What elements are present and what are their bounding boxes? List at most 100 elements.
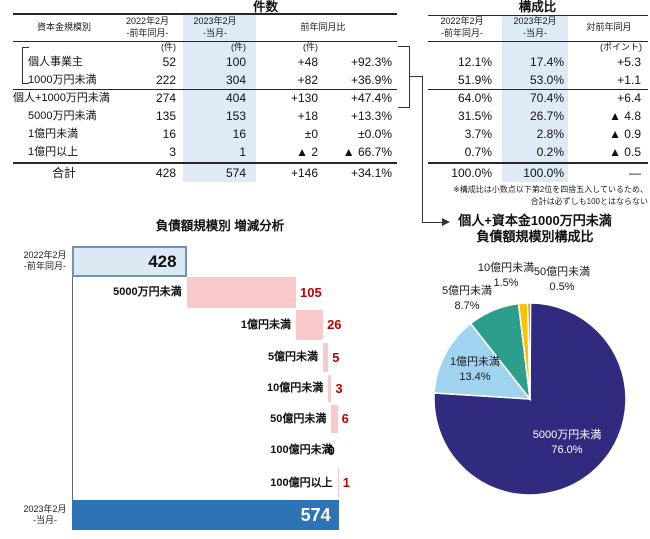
total-prev-month: 428 [155, 166, 176, 180]
waterfall-category-label: 5億円未満 [267, 351, 319, 363]
cell-yoy-diff: ±0 [304, 127, 318, 141]
connector-vertical [421, 75, 423, 223]
waterfall-step-value: 6 [341, 411, 349, 426]
ratio-header-curr: 2023年2月 -当月- [502, 15, 568, 39]
pie-title-line2: 負債額規模別構成比 [476, 229, 594, 244]
cell-prev-month: 222 [155, 73, 176, 87]
cell-yoy-pct: ±0.0% [358, 127, 392, 141]
waterfall-start-axis-label: 2022年2月 -前年同月- [15, 250, 75, 272]
cell-current-month: 153 [225, 109, 246, 123]
ratio-yoy-points: ▲ 0.9 [609, 127, 641, 141]
cell-current-month: 304 [225, 73, 246, 87]
ratio-current-month: 70.4% [529, 91, 564, 105]
ratio-table-highlight-column [502, 15, 568, 182]
row-label: 1000万円未満 [28, 74, 97, 86]
cell-yoy-diff: ▲ 2 [296, 145, 318, 159]
ratio-yoy-points: +5.3 [617, 55, 641, 69]
ratio-yoy-points: +1.1 [617, 73, 641, 87]
pie-slice-pct: 1.5% [493, 277, 519, 289]
row-label: 5000万円未満 [28, 110, 97, 122]
row-label: 1億円以上 [28, 146, 79, 158]
ratio-prev-month: 51.9% [457, 73, 492, 87]
group-bracket-right [398, 46, 410, 108]
waterfall-end-label-line1: 2023年2月 [23, 504, 67, 514]
cases-unit-prev: (件) [161, 42, 176, 52]
group-bracket-left [22, 47, 29, 84]
pie-slice-4 [526, 302, 532, 400]
cases-header-curr: 2023年2月 -当月- [180, 15, 250, 39]
ratio-yoy-points: +6.4 [617, 91, 641, 105]
waterfall-end-label-line2: -当月- [33, 515, 57, 525]
cases-unit-diff: (件) [303, 42, 318, 52]
ratio-yoy-points: ▲ 0.5 [609, 145, 641, 159]
cases-header-diff: 前年同月比 [300, 22, 346, 32]
arrow-head-icon [442, 218, 450, 226]
waterfall-step-bar [295, 310, 324, 340]
cell-current-month: 1 [239, 145, 246, 159]
cell-yoy-pct: +92.3% [350, 55, 392, 69]
cases-table-highlight-column [183, 14, 256, 182]
waterfall-category-label: 1億円未満 [240, 319, 291, 331]
cell-yoy-pct: +47.4% [350, 91, 392, 105]
total-label: 合計 [51, 166, 76, 180]
cell-yoy-pct: +13.3% [350, 109, 392, 123]
ratio-header-prev-line2: -前年同月- [441, 28, 483, 38]
pie-slice-1 [433, 322, 532, 400]
pie-slice-name: 50億円未満 [533, 266, 591, 278]
ratio-footnote-line1: ※構成比は小数点以下第2位を四捨五入しているため、 [453, 185, 648, 194]
cases-header-label: 資本金規模別 [36, 22, 91, 32]
pie-slice-name: 5億円未満 [441, 285, 493, 297]
ratio-total-prev: 100.0% [451, 166, 492, 180]
ratio-yoy-points: ▲ 4.8 [609, 109, 641, 123]
pie-slice-pct: 76.0% [551, 444, 583, 456]
waterfall-end-axis-label: 2023年2月 -当月- [15, 504, 75, 526]
ratio-prev-month: 64.0% [457, 91, 492, 105]
row-label: 1億円未満 [28, 128, 79, 140]
ratio-current-month: 2.8% [536, 127, 564, 141]
ratio-total-current: 100.0% [523, 166, 564, 180]
cell-yoy-diff: +48 [297, 55, 318, 69]
cases-header-prev-line2: -前年同月- [126, 28, 169, 38]
ratio-table-title: 構成比 [518, 0, 557, 14]
ratio-unit-points: (ポイント) [600, 42, 642, 52]
waterfall-step-value: 0 [327, 443, 335, 458]
waterfall-step-value: 5 [332, 350, 340, 365]
pie-slice-name: 1億円未満 [449, 356, 501, 368]
ratio-header-diff: 対前年同月 [586, 22, 632, 32]
pie-slice-pct: 8.7% [454, 300, 480, 312]
cases-unit-curr: (件) [231, 42, 246, 52]
cell-yoy-diff: +18 [297, 109, 318, 123]
ratio-prev-month: 0.7% [464, 145, 492, 159]
ratio-header-prev: 2022年2月 -前年同月- [428, 15, 496, 39]
waterfall-category-label: 10億円未満 [267, 382, 324, 394]
waterfall-step-bar [331, 405, 338, 433]
waterfall-step-bar [323, 343, 329, 372]
total-yoy-pct: +34.1% [350, 166, 392, 180]
pie-title-line1: 個人+資本金1000万円未満 [458, 213, 612, 228]
waterfall-start-label-line2: -前年同月- [24, 261, 66, 271]
ratio-current-month: 53.0% [529, 73, 564, 87]
ratio-total-points: — [629, 166, 641, 180]
waterfall-category-label: 50億円未満 [270, 413, 327, 425]
waterfall-category-label: 100億円以上 [270, 477, 333, 489]
cases-table-total-rule [13, 161, 397, 164]
cell-yoy-diff: +82 [297, 73, 318, 87]
ratio-current-month: 26.7% [529, 109, 564, 123]
waterfall-end-bar: 574 [72, 500, 339, 530]
row-label: 個人事業主 [28, 56, 83, 68]
ratio-header-curr-line2: -当月- [523, 28, 547, 38]
waterfall-step-value: 3 [335, 381, 343, 396]
pie-slice-pct: 13.4% [459, 371, 491, 383]
pie-chart [433, 302, 627, 496]
ratio-table-top-rule [428, 14, 648, 17]
ratio-header-curr-line1: 2023年2月 [513, 16, 557, 26]
pie-slice-name: 10億円未満 [477, 262, 535, 274]
waterfall-step-bar [337, 469, 339, 497]
cases-table-header-rule [13, 40, 397, 42]
pie-slice-name: 5000万円未満 [532, 429, 602, 441]
cell-yoy-pct: +36.9% [350, 73, 392, 87]
waterfall-category-label: 5000万円未満 [113, 286, 182, 298]
ratio-header-prev-line1: 2022年2月 [440, 16, 484, 26]
pie-slice-pct: 0.5% [549, 281, 575, 293]
